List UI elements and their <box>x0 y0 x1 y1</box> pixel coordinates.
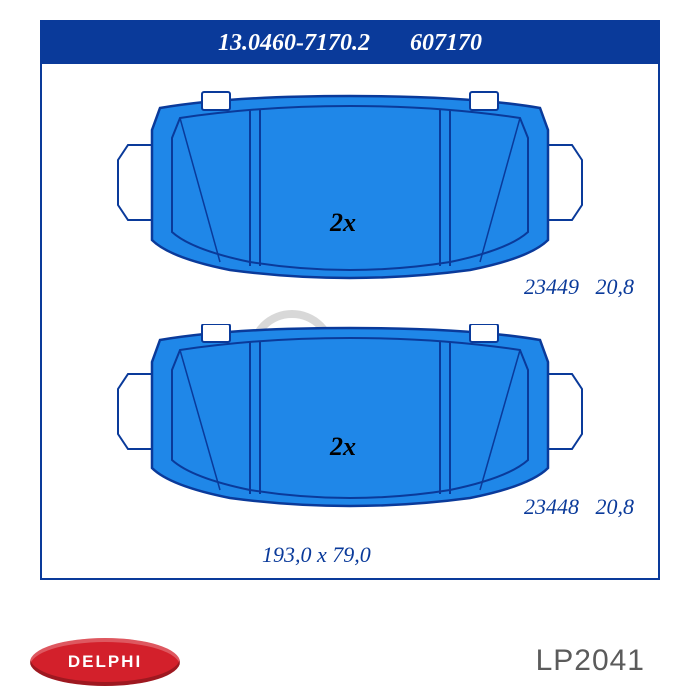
brand-logo-oval: DELPHI <box>30 638 180 686</box>
qty-label-bottom: 2x <box>330 432 356 462</box>
qty-label-top: 2x <box>330 208 356 238</box>
header-ref-2: 607170 <box>410 30 482 57</box>
pad-code-top: 23449 20,8 <box>524 274 634 300</box>
brake-pad-bottom: 2x <box>110 324 590 509</box>
dimensions-label: 193,0 x 79,0 <box>262 542 371 568</box>
part-number: LP2041 <box>536 644 645 678</box>
header-bar: 13.0460-7170.2 607170 <box>42 22 658 64</box>
pad-code-bottom: 23448 20,8 <box>524 494 634 520</box>
brand-name: DELPHI <box>68 652 142 672</box>
pad-area: ATE <box>42 64 658 544</box>
code-value-top: 23449 <box>524 274 579 299</box>
brake-pad-top: 2x <box>110 90 590 280</box>
code-value-bottom: 23448 <box>524 494 579 519</box>
footer: DELPHI LP2041 <box>0 620 700 700</box>
thickness-bottom: 20,8 <box>596 494 635 519</box>
thickness-top: 20,8 <box>596 274 635 299</box>
header-ref-1: 13.0460-7170.2 <box>218 30 370 57</box>
diagram-frame: 13.0460-7170.2 607170 ATE <box>40 20 660 580</box>
brand-logo: DELPHI <box>30 638 180 686</box>
